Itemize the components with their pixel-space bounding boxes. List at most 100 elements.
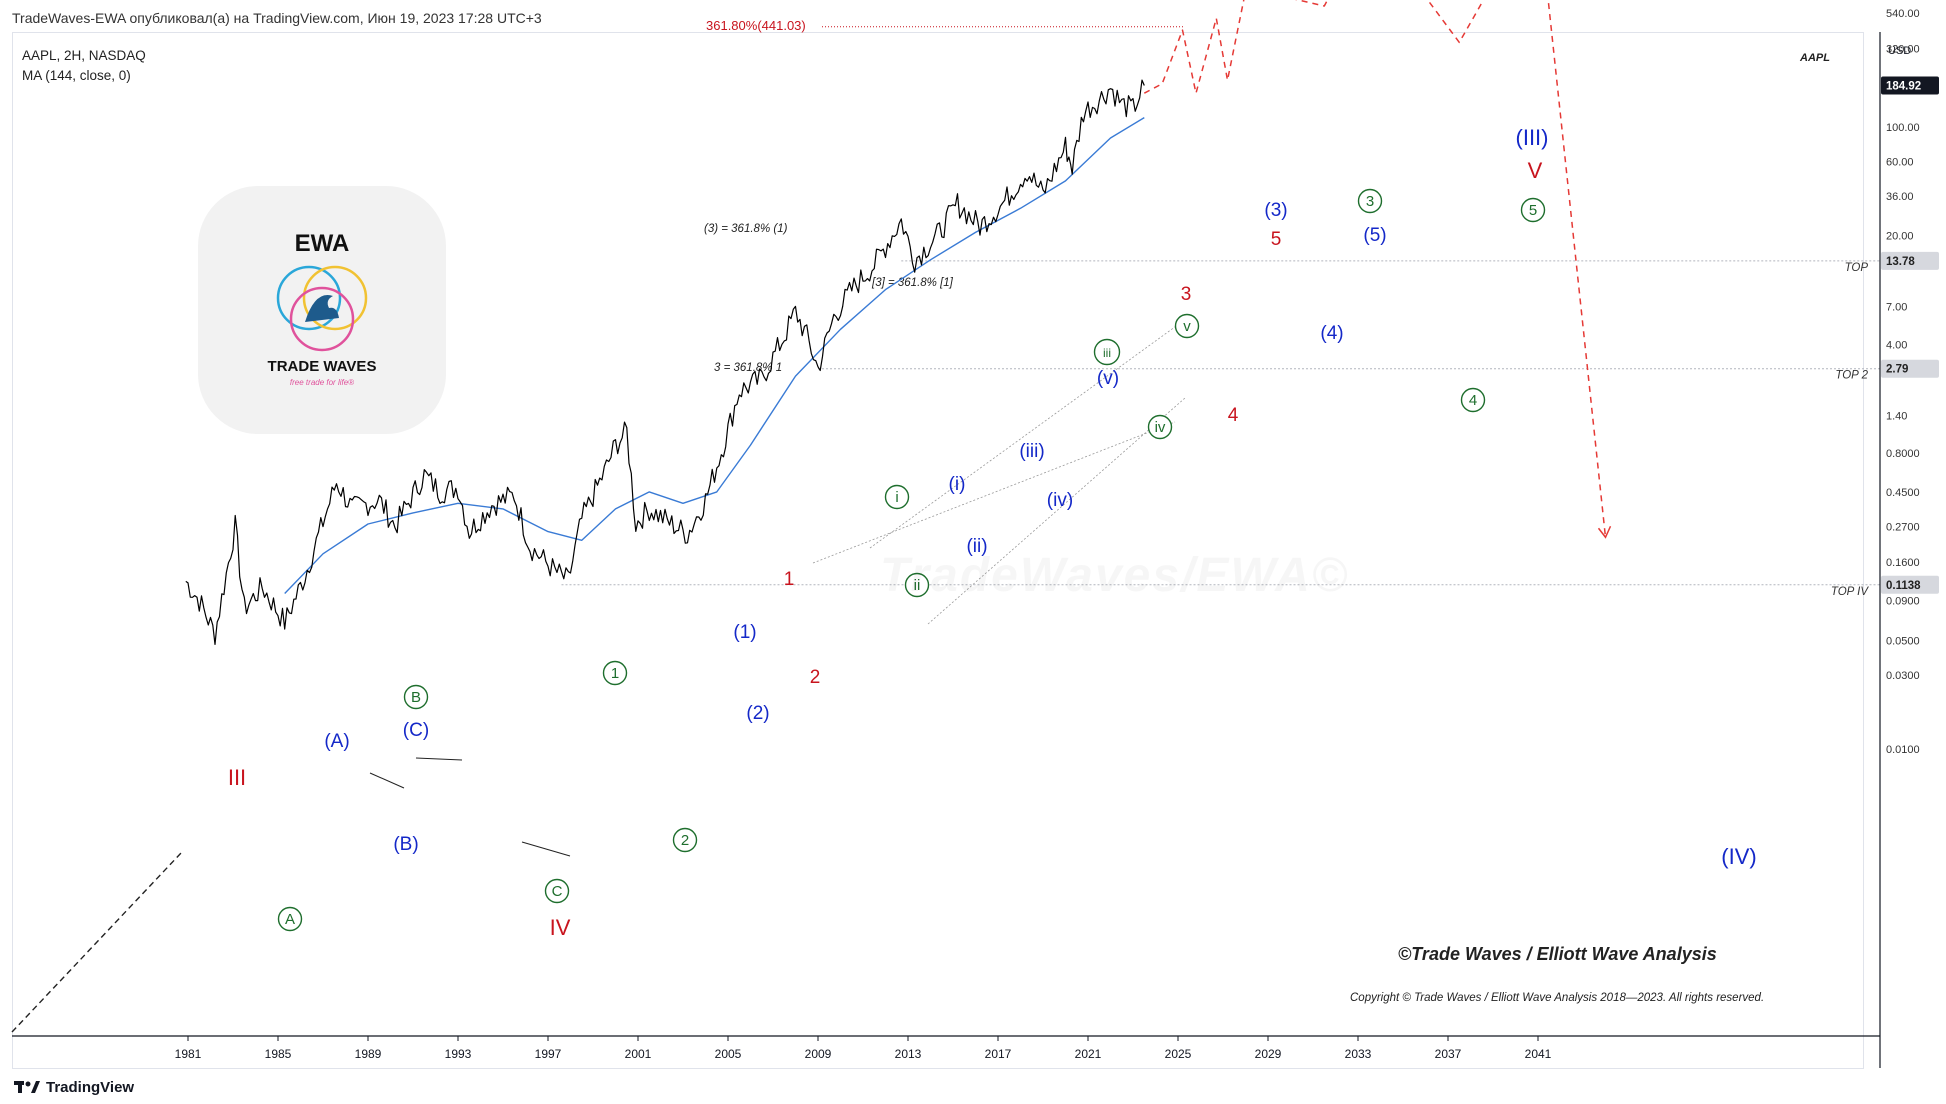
fib-label: 361.80%(441.03) bbox=[706, 18, 806, 33]
tradingview-logo-icon bbox=[14, 1081, 40, 1093]
wave-label: 4 bbox=[1228, 405, 1239, 426]
footer[interactable]: TradingView bbox=[14, 1076, 134, 1098]
y-tick-label: 4.00 bbox=[1886, 339, 1907, 351]
wave-label: V bbox=[1528, 158, 1543, 183]
level-label: TOP 2 bbox=[1835, 370, 1868, 382]
channel-lines bbox=[11, 315, 1191, 1033]
x-tick-label: 1993 bbox=[445, 1047, 472, 1061]
wave-label-circle bbox=[1357, 188, 1383, 214]
wave-label: (iii) bbox=[1019, 441, 1044, 462]
ewa-name: TRADE WAVES bbox=[267, 358, 377, 375]
wave-label: A bbox=[285, 911, 295, 928]
trade-waves-logo-icon bbox=[276, 265, 368, 352]
ma-series-line bbox=[284, 117, 1145, 594]
wave-label: (4) bbox=[1320, 323, 1343, 344]
wave-label: 5 bbox=[1529, 202, 1537, 219]
price-badge bbox=[1881, 251, 1939, 270]
x-tick-label: 1985 bbox=[265, 1047, 292, 1061]
wave-label: ii bbox=[914, 577, 921, 594]
wave-label: 3 bbox=[1181, 284, 1192, 305]
axes: USD37500.0021500.0012500.007300.004300.0… bbox=[12, 8, 1939, 1068]
y-tick-label: 7.00 bbox=[1886, 302, 1907, 314]
y-tick-label: 0.8000 bbox=[1886, 448, 1920, 460]
price-badge bbox=[1881, 76, 1939, 95]
chart-pane[interactable] bbox=[12, 32, 1864, 1069]
wave-label: v bbox=[1183, 318, 1191, 335]
annotation-text: 3 = 361.8% 1 bbox=[714, 362, 782, 374]
x-tick-label: 2029 bbox=[1255, 1047, 1282, 1061]
price-series-line bbox=[185, 79, 1145, 645]
x-tick-label: 2001 bbox=[625, 1047, 652, 1061]
y-tick-label: 0.1600 bbox=[1886, 557, 1920, 569]
wave-label: IV bbox=[550, 915, 571, 940]
y-tick-label: 0.2700 bbox=[1886, 521, 1920, 533]
ewa-logo-badge: EWA TRADE WAVES free trade for life® bbox=[198, 186, 446, 434]
price-badge-label: 2.79 bbox=[1886, 364, 1908, 376]
trend-dashed-line bbox=[11, 851, 183, 1033]
wave-label: (i) bbox=[949, 474, 966, 495]
watermark-text: ©Trade Waves / Elliott Wave Analysis bbox=[1398, 944, 1717, 964]
price-line bbox=[185, 79, 1145, 645]
legend-indicator[interactable]: MA (144, close, 0) bbox=[22, 68, 131, 83]
x-tick-label: 2009 bbox=[805, 1047, 832, 1061]
wave-label-circle bbox=[277, 906, 303, 932]
level-label: TOP IV bbox=[1831, 586, 1869, 598]
copyright-text: Copyright © Trade Waves / Elliott Wave A… bbox=[1350, 992, 1765, 1004]
wave-labels: III IV 1 2 3 4 5 V (A) (B) (C) (1) (2) (3) (4) (5) (III)… bbox=[228, 125, 1757, 940]
price-badge bbox=[1881, 575, 1939, 594]
level-lines: TOP TOP 2 TOP IV bbox=[561, 260, 1880, 598]
wave-label: 2 bbox=[810, 667, 821, 688]
wave-label-circle bbox=[1460, 387, 1486, 413]
wave-label-circle bbox=[1520, 197, 1546, 223]
wave-label-circle bbox=[403, 684, 429, 710]
forecast-line bbox=[1143, 0, 1612, 539]
wave-label: B bbox=[411, 689, 421, 706]
y-tick-label: 0.4500 bbox=[1886, 487, 1920, 499]
wave-label: III bbox=[228, 765, 246, 790]
x-tick-label: 2021 bbox=[1075, 1047, 1102, 1061]
wave-label: 4 bbox=[1469, 392, 1477, 409]
y-tick-label: 20.00 bbox=[1886, 231, 1914, 243]
wave-label: iii bbox=[1103, 346, 1111, 360]
x-tick-label: 1989 bbox=[355, 1047, 382, 1061]
wave-label: iv bbox=[1155, 419, 1166, 436]
wave-label: (ii) bbox=[966, 536, 987, 557]
x-tick-label: 2041 bbox=[1525, 1047, 1552, 1061]
triangle-line bbox=[415, 757, 463, 761]
y-tick-label: 60.00 bbox=[1886, 156, 1914, 168]
y-tick-label: 0.0500 bbox=[1886, 635, 1920, 647]
chart-legend: AAPL, 2H, NASDAQ MA (144, close, 0) bbox=[22, 46, 146, 86]
wave-label: (2) bbox=[746, 703, 769, 724]
triangle-line bbox=[369, 772, 405, 789]
forecast-arrowhead bbox=[1597, 525, 1612, 539]
wave-label: 1 bbox=[784, 569, 795, 590]
y-tick-label: 540.00 bbox=[1886, 8, 1920, 20]
ma-line bbox=[284, 117, 1145, 594]
x-tick-label: 2025 bbox=[1165, 1047, 1192, 1061]
wave-label: (A) bbox=[324, 731, 349, 752]
wave-label: C bbox=[552, 883, 563, 900]
y-tick-label: 0.0900 bbox=[1886, 596, 1920, 608]
wave-label-circle bbox=[544, 878, 570, 904]
y-tick-label: 0.0300 bbox=[1886, 670, 1920, 682]
level-label: TOP bbox=[1845, 262, 1869, 274]
x-tick-label: 1981 bbox=[175, 1047, 202, 1061]
legend-symbol[interactable]: AAPL, 2H, NASDAQ bbox=[22, 48, 146, 63]
x-tick-label: 2013 bbox=[895, 1047, 922, 1061]
currency-label: USD bbox=[1888, 45, 1911, 57]
annotation-text: [3] = 361.8% [1] bbox=[871, 277, 954, 289]
tradingview-brand[interactable]: TradingView bbox=[46, 1078, 135, 1096]
wave-label-circle bbox=[1174, 313, 1200, 339]
wave-label: i bbox=[895, 489, 898, 506]
x-tick-label: 2017 bbox=[985, 1047, 1012, 1061]
wave-label: 5 bbox=[1271, 229, 1282, 250]
wave-label-circle bbox=[602, 660, 628, 686]
ewa-title: EWA bbox=[294, 230, 350, 257]
wave-label: (IV) bbox=[1721, 844, 1756, 869]
channel-line bbox=[869, 315, 1191, 549]
wave-label-circle bbox=[1147, 414, 1173, 440]
y-tick-label: 36.00 bbox=[1886, 191, 1914, 203]
ewa-slogan: free trade for life® bbox=[289, 378, 355, 387]
y-tick-label: 1.40 bbox=[1886, 410, 1907, 422]
